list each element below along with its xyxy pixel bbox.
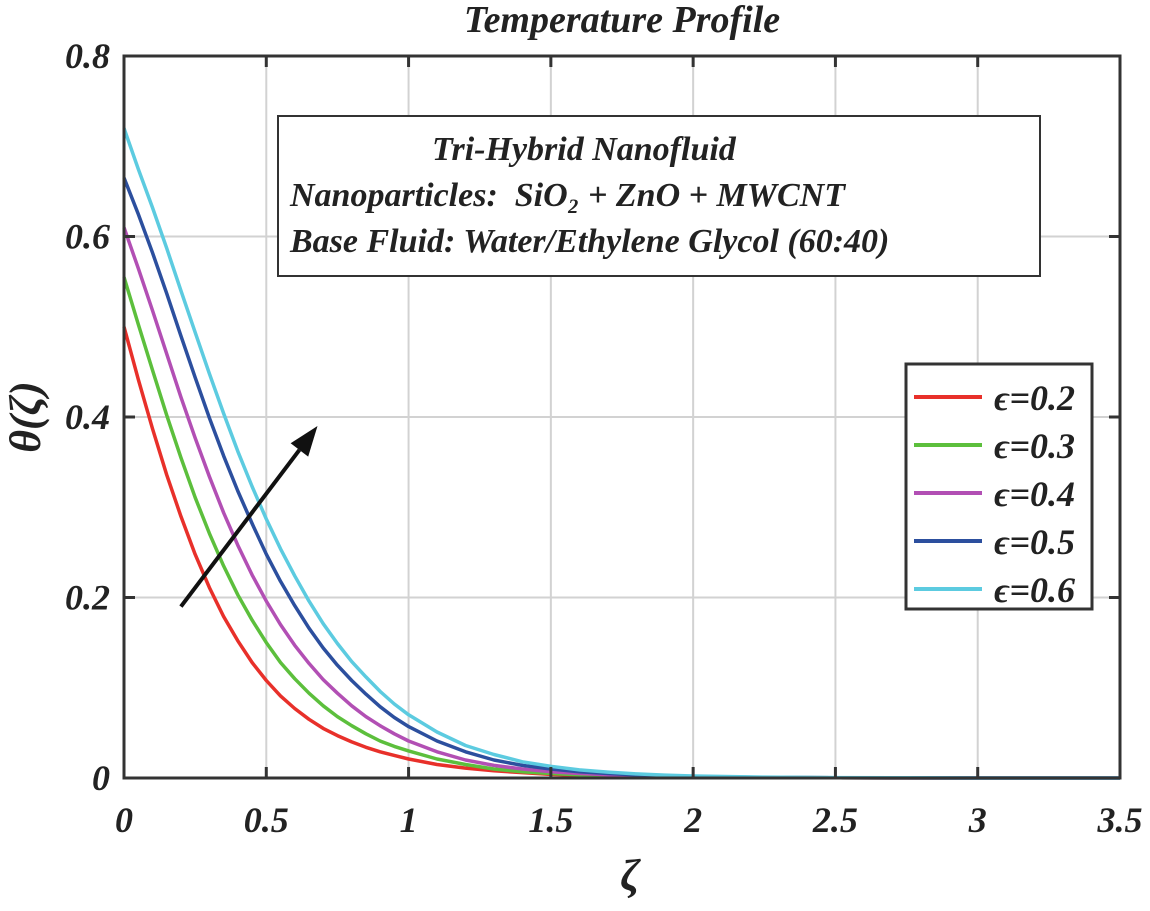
legend-label: ϵ=0.2 [994, 378, 1075, 418]
trend-arrow-head [290, 426, 318, 457]
x-tick-label: 3 [968, 800, 987, 840]
annotation-line-2: Nanoparticles: SiO₂ + ZnO + MWCNT [289, 177, 846, 214]
legend-label: ϵ=0.4 [994, 474, 1075, 514]
trend-arrow [179, 426, 318, 608]
annotation-line-3: Base Fluid: Water/Ethylene Glycol (60:40… [289, 223, 889, 260]
y-axis-label: θ(ζ) [1, 381, 50, 453]
y-tick-label: 0.8 [65, 36, 110, 76]
x-axis-label: ζ [620, 851, 641, 900]
annotation-line-1: Tri-Hybrid Nanofluid [432, 131, 737, 168]
x-tick-label: 0.5 [244, 800, 289, 840]
legend-label: ϵ=0.5 [994, 522, 1075, 562]
x-tick-label: 2 [683, 800, 702, 840]
legend-label: ϵ=0.6 [994, 570, 1075, 610]
x-tick-label: 1.5 [528, 800, 573, 840]
y-tick-label: 0 [92, 758, 110, 798]
x-tick-label: 1 [400, 800, 418, 840]
y-tick-label: 0.6 [65, 217, 110, 257]
annotation-box: Tri-Hybrid Nanofluid Nanoparticles: SiO₂… [277, 115, 1041, 277]
x-tick-label: 3.5 [1097, 800, 1143, 840]
x-tick-label: 2.5 [812, 800, 858, 840]
legend-label: ϵ=0.3 [994, 426, 1075, 466]
x-tick-label: 0 [115, 800, 133, 840]
chart-title: Temperature Profile [464, 0, 780, 41]
legend: ϵ=0.2 ϵ=0.3 ϵ=0.4 ϵ=0.5 ϵ=0.6 [904, 362, 1094, 611]
axis-ticks: 0 0.5 1 1.5 2 2.5 3 3.5 0 0.2 0.4 0.6 0.8 [65, 36, 1143, 840]
trend-arrow-shaft [179, 448, 302, 608]
y-tick-label: 0.4 [65, 397, 110, 437]
y-tick-label: 0.2 [65, 578, 110, 618]
